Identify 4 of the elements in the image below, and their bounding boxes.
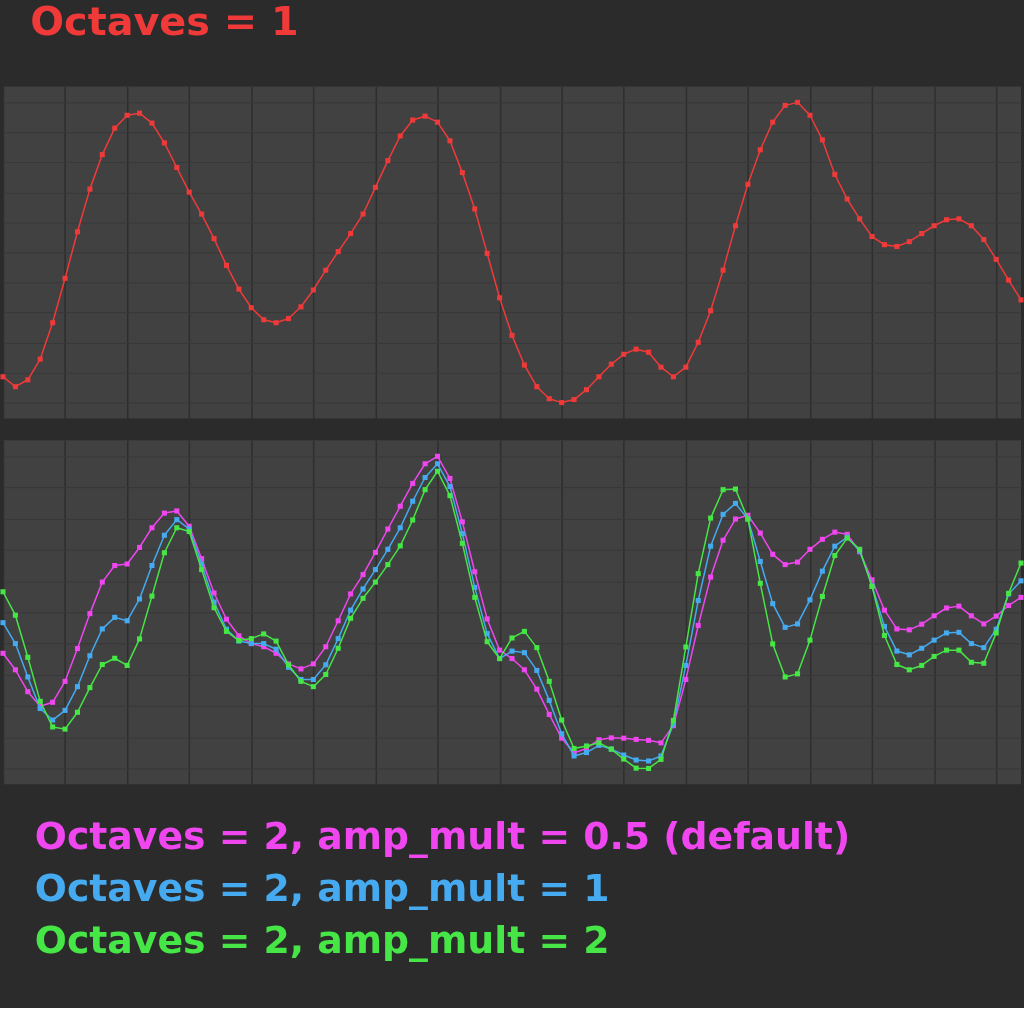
text: Octaves = 2, amp_mult = 2: [34, 918, 610, 963]
chart-title: Octaves = 1: [30, 0, 299, 44]
text: Octaves = 2, amp_mult = 0.5 (default): [34, 813, 851, 858]
text: Octaves = 2, amp_mult = 1: [34, 865, 610, 910]
